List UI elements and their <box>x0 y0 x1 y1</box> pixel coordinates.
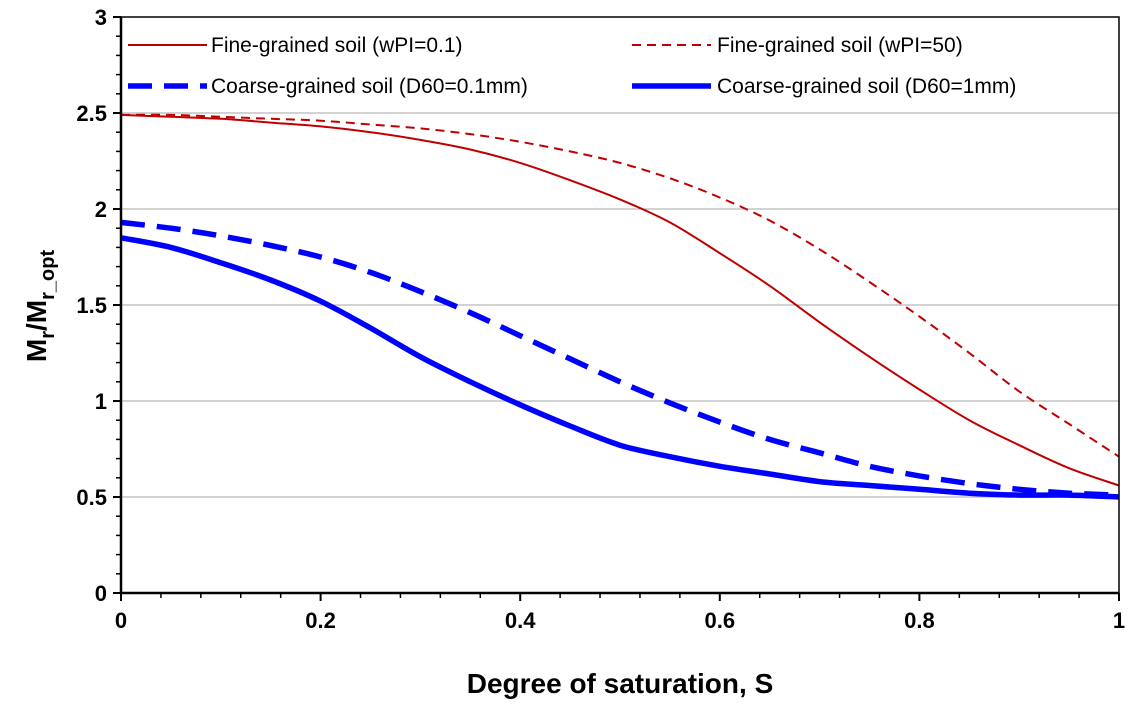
y-axis-title-main: M <box>21 339 52 362</box>
y-tick-label: 0 <box>95 581 107 606</box>
y-axis-title: Mr/Mr_opt <box>21 250 59 363</box>
x-axis-title: Degree of saturation, S <box>467 668 774 699</box>
x-tick-label: 0.8 <box>904 608 935 633</box>
y-axis-title-mid: /M <box>21 300 52 331</box>
x-tick-label: 1 <box>1113 608 1125 633</box>
series-layer <box>120 113 1120 500</box>
legend-label-3: Coarse-grained soil (D60=0.1mm) <box>211 75 528 98</box>
series-line-3 <box>120 219 1120 498</box>
series-line-2 <box>120 113 1120 458</box>
x-tick-label: 0.4 <box>505 608 536 633</box>
y-tick-label: 1.5 <box>76 293 107 318</box>
legend-label-2: Fine-grained soil (wPI=50) <box>717 34 963 57</box>
legend-label-1: Fine-grained soil (wPI=0.1) <box>211 34 463 57</box>
axes <box>113 16 1120 601</box>
y-tick-label: 3 <box>95 5 107 30</box>
x-tick-label: 0.6 <box>705 608 736 633</box>
legend: Fine-grained soil (wPI=0.1) Fine-grained … <box>128 34 1016 98</box>
series-line-1 <box>120 113 1120 487</box>
y-tick-label: 2.5 <box>76 101 107 126</box>
y-axis-title-sub2: r_opt <box>37 250 59 300</box>
series-line-4 <box>120 235 1120 500</box>
y-tick-label: 2 <box>95 197 107 222</box>
x-tick-label: 0 <box>115 608 127 633</box>
y-axis-title-sub1: r <box>37 331 59 339</box>
legend-label-4: Coarse-grained soil (D60=1mm) <box>717 75 1016 98</box>
y-tick-label: 1 <box>95 389 107 414</box>
tick-labels: 0 0.5 1 1.5 2 2.5 3 0 0.2 0.4 0.6 0.8 1 <box>76 5 1125 633</box>
y-tick-label: 0.5 <box>76 485 107 510</box>
x-tick-label: 0.2 <box>305 608 336 633</box>
